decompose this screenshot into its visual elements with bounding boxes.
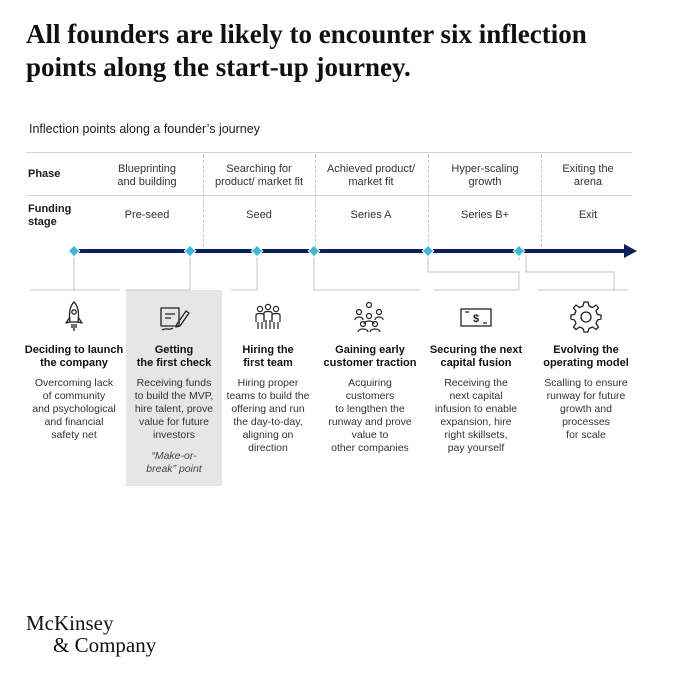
connector-line [525, 256, 615, 290]
make-or-break-note: “Make-or-break” point [146, 450, 202, 475]
rocket-icon [65, 301, 83, 331]
inflection-marker [421, 244, 435, 258]
point-description: Scalling to ensure runway for future growt… [544, 377, 628, 441]
phase-cell: Exiting the arena [562, 163, 614, 188]
marker-connectors [30, 256, 628, 291]
point-description: Hiring proper teams to build the offering … [226, 377, 310, 454]
connector-line [427, 256, 520, 290]
table-middle-rule [26, 195, 632, 196]
phase-separator [203, 155, 204, 247]
phase-cell: Searching for product/ market fit [214, 163, 304, 188]
phase-cell: Hyper-scaling growth [451, 163, 519, 188]
point-description: Receiving the next capital infusion to ena… [434, 377, 518, 454]
funding-stage-cell: Exit [578, 209, 598, 221]
phase-cell: Blueprinting and building [117, 163, 177, 188]
headline: All founders are likely to encounter six… [26, 19, 587, 82]
gear-icon [570, 301, 602, 333]
phase-row-label: Phase [28, 168, 61, 180]
point-title: Hiring the first team [242, 344, 294, 369]
inflection-marker [183, 244, 197, 258]
chart-subtitle: Inflection points along a founder’s jour… [29, 122, 260, 136]
make-or-break-highlight [126, 290, 222, 486]
funding-stage-cell: Series B+ [461, 209, 509, 221]
check-signing-icon [160, 307, 190, 331]
svg-text:$: $ [473, 313, 479, 325]
inflection-marker [512, 244, 526, 258]
point-title: Getting the first check [136, 344, 212, 369]
connector-line [231, 256, 258, 291]
mckinsey-logo: McKinsey & Company [26, 611, 157, 657]
point-title: Evolving the operating model [543, 344, 629, 369]
point-description: Receiving funds to build the MVP, hire tal… [134, 377, 214, 441]
funding-stage-cell: Series A [350, 209, 392, 221]
point-description: Overcoming lack of community and psycholog… [32, 377, 116, 441]
inflection-marker [67, 244, 81, 258]
connector-line [126, 256, 191, 291]
point-description: Acquiring customers to lengthen the runway … [328, 377, 412, 454]
phase-separator [428, 155, 429, 247]
inflection-marker [250, 244, 264, 258]
connector-line [313, 256, 420, 291]
point-title: Securing the next capital fusion [429, 344, 523, 369]
dollar-bill-icon: $ [460, 308, 492, 327]
phase-cell: Achieved product/market fit [326, 163, 416, 188]
funding-stage-cell: Pre-seed [124, 209, 170, 221]
phase-separator [541, 155, 542, 247]
inflection-marker [307, 244, 321, 258]
funding-stage-cell: Seed [246, 209, 272, 221]
funding-row-label: Funding stage [28, 203, 72, 228]
connector-line [73, 256, 120, 291]
team-icon [255, 303, 281, 329]
customers-icon [354, 301, 384, 333]
phase-separator [315, 155, 316, 247]
point-title: Deciding to launch the company [24, 344, 124, 369]
point-title: Gaining early customer traction [323, 344, 417, 369]
table-top-rule [26, 152, 632, 153]
timeline-arrowhead [624, 244, 637, 258]
